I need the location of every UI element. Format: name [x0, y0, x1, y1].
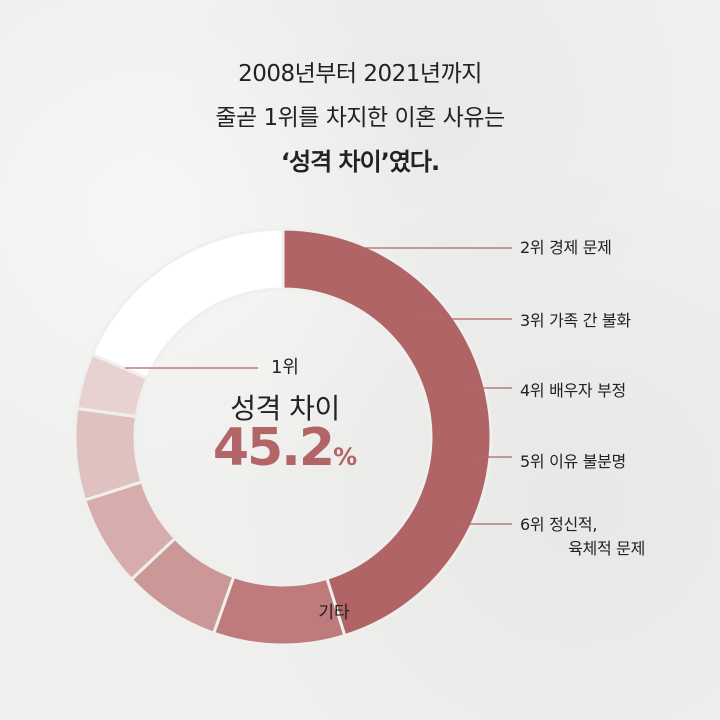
label-rank-4: 4위 배우자 부정: [520, 381, 626, 400]
center-value-unit: %: [333, 443, 358, 471]
label-rank-6-line-1: 6위 정신적,: [520, 515, 598, 534]
label-rank-5: 5위 이유 불분명: [520, 452, 626, 471]
label-rank-3: 3위 가족 간 불화: [520, 311, 631, 330]
leader-lines: [125, 247, 512, 525]
donut-slice-7: [90, 227, 285, 381]
center-category: 성격 차이: [230, 392, 340, 425]
label-rank-2: 2위 경제 문제: [520, 238, 612, 257]
center-rank: 1위: [270, 357, 299, 378]
headline-line-1: 2008년부터 2021년까지: [238, 61, 482, 87]
label-other: 기타: [318, 603, 350, 623]
label-rank-6: 6위 정신적, 육체적 문제: [520, 513, 645, 561]
center-value: 45.2%: [180, 418, 390, 478]
donut-slice-5: [73, 406, 144, 502]
label-rank-6-line-2: 육체적 문제: [568, 539, 645, 558]
center-value-number: 45.2: [212, 418, 335, 478]
donut-slices: [73, 227, 493, 647]
headline: 2008년부터 2021년까지 줄곧 1위를 차지한 이혼 사유는 ‘성격 차이…: [0, 52, 720, 184]
headline-line-3: ‘성격 차이’였다.: [280, 148, 440, 176]
donut-slice-1: [281, 227, 493, 638]
headline-line-2: 줄곧 1위를 차지한 이혼 사유는: [215, 105, 505, 131]
